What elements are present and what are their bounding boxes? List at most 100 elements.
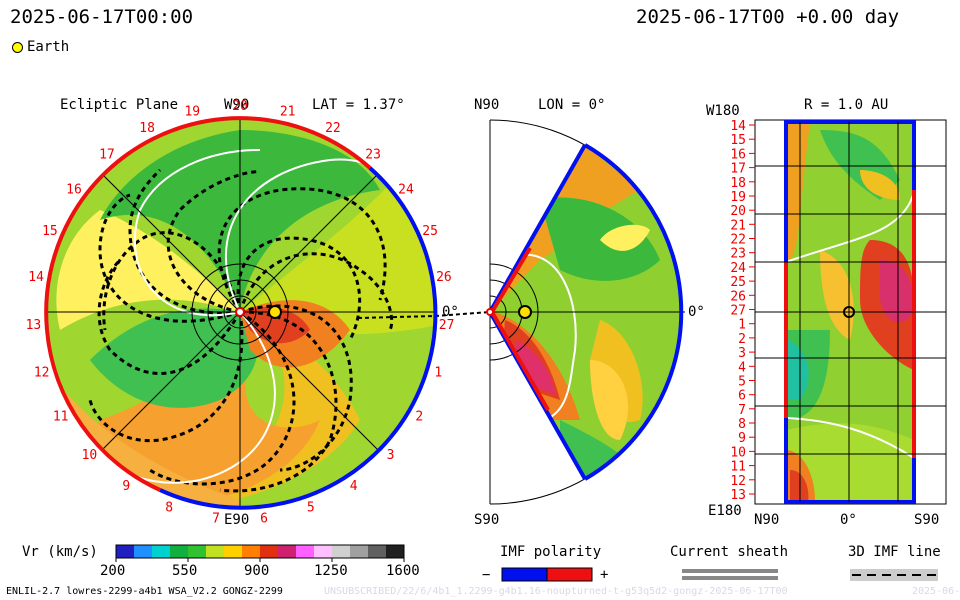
colorbar-segment [260, 545, 279, 558]
imf-polarity-title: IMF polarity [500, 544, 602, 560]
synoptic-r-label: R = 1.0 AU [804, 97, 889, 113]
imf-plus-label: + [600, 567, 609, 583]
synoptic-y-tick-label: 22 [730, 233, 746, 248]
colorbar-segment [206, 545, 225, 558]
synoptic-y-tick-label: 3 [738, 346, 746, 361]
colorbar-tick-900: 900 [244, 563, 270, 579]
ecliptic-lat-label: LAT = 1.37° [312, 97, 405, 113]
ecliptic-rim-tick-label: 20 [232, 99, 248, 114]
ecliptic-rim-tick-label: 17 [99, 147, 115, 162]
earth-legend-label: Earth [27, 39, 70, 55]
ecliptic-imf-line [357, 311, 491, 319]
ecliptic-rim-ticks: 20 21222324252627123456789101112131415161… [26, 99, 455, 527]
meridional-current-sheath [519, 253, 577, 421]
ecliptic-rim-tick-label: 10 [82, 448, 98, 463]
ecliptic-rim-tick-label: 13 [26, 318, 42, 333]
synoptic-y-tick-label: 10 [730, 445, 746, 460]
colorbar-segment [152, 545, 171, 558]
synoptic-current-sheath [786, 189, 914, 459]
colorbar-segment [224, 545, 243, 558]
colorbar-label: Vr (km/s) [22, 544, 98, 560]
synoptic-y-tick-label: 24 [730, 261, 746, 276]
ecliptic-rim-tick-label: 14 [28, 270, 44, 285]
earth-legend: Earth [12, 39, 69, 55]
meridional-polarity-rim [488, 143, 684, 481]
ecliptic-rim-tick-label: 7 [212, 512, 220, 527]
current-sheath-legend-swatch [680, 568, 780, 580]
ecliptic-rim-tick-label: 5 [307, 501, 315, 516]
synoptic-y-tick-label: 19 [730, 190, 746, 205]
ecliptic-rim-tick-label: 25 [422, 224, 438, 239]
synoptic-grid [755, 122, 946, 502]
synoptic-y-tick-label: 27 [730, 304, 746, 319]
ecliptic-rim-tick-label: 16 [66, 182, 82, 197]
timestamp-left: 2025-06-17T00:00 [10, 6, 194, 28]
ecliptic-top-label: W90 [224, 97, 250, 113]
ecliptic-rim-tick-label: 22 [325, 121, 341, 136]
ecliptic-rim-tick-label: 8 [165, 501, 173, 516]
ecliptic-rim-tick-label: 11 [53, 410, 69, 425]
imf-negative-swatch [501, 567, 548, 582]
timestamp-right: 2025-06-17T00 +0.00 day [636, 6, 900, 28]
earth-marker-meridional-icon [518, 305, 532, 319]
footer-date-stub: 2025-06-15 [912, 586, 960, 597]
synoptic-y-tick-label: 16 [730, 147, 746, 162]
colorbar-tick-550: 550 [172, 563, 198, 579]
ecliptic-rim-tick-label: 27 [439, 318, 455, 333]
synoptic-y-tick-label: 25 [730, 275, 746, 290]
imf-positive-swatch [546, 567, 593, 582]
colorbar-segment [188, 545, 207, 558]
colorbar-segment [368, 545, 387, 558]
ecliptic-rim-tick-label: 1 [434, 365, 442, 380]
ecliptic-rim-tick-label: 23 [365, 147, 381, 162]
synoptic-x-label-n90: N90 [754, 512, 780, 528]
synoptic-y-tick-label: 26 [730, 289, 746, 304]
meridional-right-label: 0° [688, 304, 705, 320]
ecliptic-plane-panel: 20 21222324252627123456789101112131415161… [26, 99, 491, 527]
footer-run-info: UNSUBSCRIBED/22/6/4b1_1.2299-g4b1.16-nou… [324, 586, 788, 597]
colorbar-segment [386, 545, 405, 558]
colorbar-segment [314, 545, 333, 558]
synoptic-y-tick-label: 23 [730, 247, 746, 262]
ecliptic-rim-tick-label: 9 [122, 479, 130, 494]
synoptic-y-tick-label: 6 [738, 389, 746, 404]
colorbar-segment [296, 545, 315, 558]
synoptic-y-tick-label: 7 [738, 403, 746, 418]
synoptic-x-label-s90: S90 [914, 512, 940, 528]
synoptic-y-tick-label: 20 [730, 204, 746, 219]
synoptic-y-tick-label: 4 [738, 360, 746, 375]
synoptic-y-tick-label: 14 [730, 119, 746, 134]
synoptic-y-tick-label: 8 [738, 417, 746, 432]
synoptic-y-tick-label: 9 [738, 431, 746, 446]
earth-marker-icon [12, 41, 23, 53]
imf-minus-label: − [482, 567, 491, 583]
earth-marker-synoptic-icon [843, 306, 855, 318]
imf-line-legend-swatch [850, 569, 938, 581]
colorbar-segment [350, 545, 369, 558]
imf-line-title: 3D IMF line [848, 544, 941, 560]
ecliptic-rim-tick-label: 2 [415, 410, 423, 425]
synoptic-y-tick-label: 17 [730, 162, 746, 177]
synoptic-y-tick-label: 5 [738, 375, 746, 390]
ecliptic-rim-tick-label: 3 [387, 448, 395, 463]
synoptic-panel: 1415161718192021222324252627123456789101… [730, 119, 947, 505]
synoptic-y-tick-label: 12 [730, 474, 746, 489]
ecliptic-rim-tick-label: 12 [34, 365, 50, 380]
synoptic-x-label-0: 0° [840, 512, 857, 528]
colorbar-segment [134, 545, 153, 558]
colorbar-segment [278, 545, 297, 558]
colorbar-segment [116, 545, 135, 558]
ecliptic-spiral-lines [88, 168, 394, 493]
synoptic-y-tick-label: 18 [730, 176, 746, 191]
sun-marker-meridional-icon [486, 308, 494, 316]
synoptic-corner-bottom: E180 [708, 503, 742, 519]
ecliptic-rim-tick-label: 6 [260, 512, 268, 527]
colorbar-tick-1600: 1600 [386, 563, 420, 579]
meridional-top-label: N90 [474, 97, 500, 113]
ecliptic-rim-tick-label: 21 [280, 105, 296, 120]
ecliptic-rim-tick-label: 15 [42, 224, 58, 239]
synoptic-y-tick-labels: 1415161718192021222324252627123456789101… [730, 119, 755, 503]
synoptic-y-tick-label: 15 [730, 133, 746, 148]
colorbar-tick-1250: 1250 [314, 563, 348, 579]
